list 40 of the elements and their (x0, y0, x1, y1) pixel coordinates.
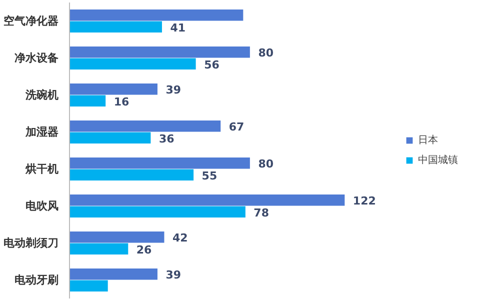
bar (70, 95, 106, 107)
bar (70, 231, 164, 243)
data-label: 78 (254, 206, 269, 220)
bar (70, 46, 250, 58)
bar (70, 206, 246, 218)
data-label: 39 (166, 84, 182, 97)
data-label: 36 (158, 132, 175, 146)
y-tick-label: 加湿器 (24, 126, 58, 138)
y-tick-label: 洗碗机 (24, 88, 58, 102)
y-tick-label: 净水设备 (14, 52, 58, 64)
bar (70, 120, 221, 132)
bar (70, 280, 108, 292)
bar (70, 21, 162, 33)
y-tick-label: 电动剃须刀 (4, 236, 58, 250)
bar (70, 157, 250, 169)
data-label: 16 (114, 95, 130, 108)
data-label: 41 (170, 21, 186, 34)
legend-label: 日本 (418, 134, 438, 147)
y-tick-label: 电吹风 (26, 200, 58, 212)
bar (70, 9, 244, 21)
data-label: 80 (258, 46, 274, 60)
data-label: 39 (166, 268, 182, 282)
data-label: 80 (258, 158, 274, 171)
bar (70, 268, 158, 280)
data-label: 55 (202, 169, 218, 182)
y-tick-label: 烘干机 (24, 162, 58, 176)
bar (70, 243, 128, 255)
y-tick-label: 空气净化器 (4, 14, 58, 28)
data-label: 56 (204, 58, 220, 72)
bar (70, 83, 158, 95)
y-tick-label: 电动牙刷 (14, 274, 58, 286)
bar (70, 58, 196, 70)
data-label: 67 (228, 120, 244, 134)
bar (70, 169, 194, 181)
bar (70, 194, 345, 206)
data-label: 122 (352, 194, 376, 208)
bar (70, 132, 151, 144)
legend-label: 中国城镇 (418, 154, 458, 167)
data-label: 26 (136, 243, 152, 256)
data-label: 42 (172, 232, 188, 245)
